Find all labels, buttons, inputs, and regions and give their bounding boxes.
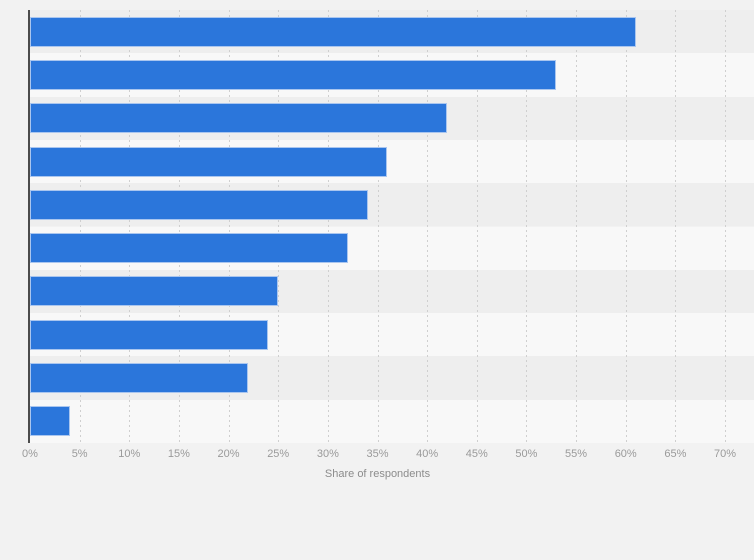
x-tick-label: 45% <box>465 448 488 460</box>
bar <box>30 59 556 90</box>
x-tick-label: 15% <box>167 448 190 460</box>
bar <box>30 233 348 264</box>
row-band <box>30 399 754 443</box>
gridline <box>576 10 577 443</box>
x-tick-label: 65% <box>664 448 687 460</box>
bar <box>30 189 368 220</box>
x-tick-label: 40% <box>416 448 439 460</box>
gridline <box>278 10 279 443</box>
bar <box>30 146 387 177</box>
gridline <box>129 10 130 443</box>
bar <box>30 276 278 307</box>
x-tick-label: 30% <box>316 448 339 460</box>
gridline <box>328 10 329 443</box>
x-tick-label: 20% <box>217 448 240 460</box>
gridline <box>477 10 478 443</box>
plot-area <box>30 10 754 443</box>
x-tick-label: 60% <box>614 448 637 460</box>
gridline <box>80 10 81 443</box>
bar <box>30 319 268 350</box>
x-tick-label: 35% <box>366 448 389 460</box>
gridline <box>626 10 627 443</box>
bar <box>30 406 70 437</box>
x-axis-title: Share of respondents <box>324 468 431 480</box>
gridline <box>526 10 527 443</box>
x-tick-label: 25% <box>267 448 290 460</box>
bar <box>30 363 248 394</box>
gridline <box>725 10 726 443</box>
bar <box>30 16 636 47</box>
gridline <box>675 10 676 443</box>
y-axis-line <box>28 10 30 443</box>
x-tick-label: 5% <box>71 448 88 460</box>
gridline <box>179 10 180 443</box>
bar <box>30 103 447 134</box>
x-tick-label: 55% <box>565 448 588 460</box>
gridline <box>229 10 230 443</box>
x-tick-label: 70% <box>713 448 737 460</box>
x-tick-label: 10% <box>118 448 141 460</box>
x-tick-label: 0% <box>22 448 38 460</box>
gridline <box>427 10 428 443</box>
x-tick-label: 50% <box>515 448 538 460</box>
gridline <box>378 10 379 443</box>
